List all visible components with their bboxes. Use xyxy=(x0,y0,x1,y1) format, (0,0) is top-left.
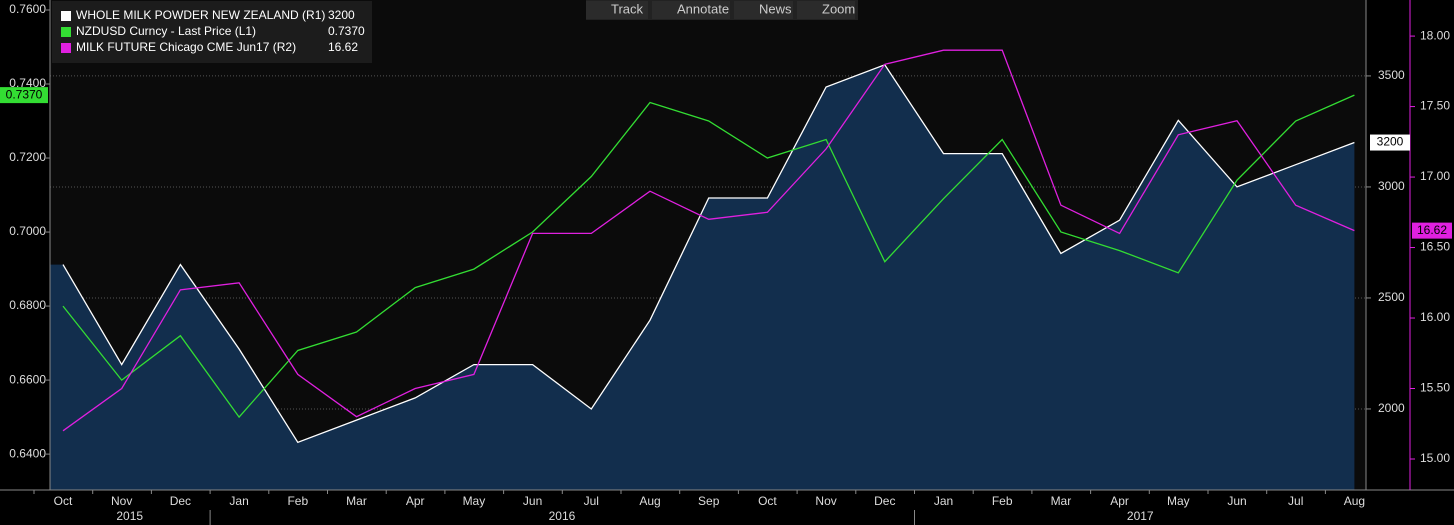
y-tick-label: 0.7400 xyxy=(9,76,46,90)
series-line xyxy=(62,94,1355,419)
toolbar-label[interactable]: Annotate xyxy=(677,1,729,16)
last-value-label: 3200 xyxy=(1377,135,1404,149)
y3-tick-label: 18.00 xyxy=(1420,28,1450,42)
y-tick-label: 0.6800 xyxy=(9,298,46,312)
y3-tick-label: 15.00 xyxy=(1420,451,1450,465)
toolbar-label[interactable]: Track xyxy=(611,1,644,16)
x-tick-label: Apr xyxy=(406,494,425,508)
legend-label: MILK FUTURE Chicago CME Jun17 (R2) xyxy=(76,40,296,54)
x-tick-label: Jan xyxy=(229,494,248,508)
x-tick-label: Oct xyxy=(758,494,777,508)
y2-tick-label: 2000 xyxy=(1378,401,1405,415)
x-tick-label: Dec xyxy=(170,494,191,508)
toolbar: Track Annotate News Zoom xyxy=(586,0,858,20)
series-area xyxy=(50,64,1355,491)
x-tick-label: Aug xyxy=(639,494,660,508)
legend: WHOLE MILK POWDER NEW ZEALAND (R1) 3200 NZ… xyxy=(52,1,372,63)
x-tick-label: May xyxy=(463,494,486,508)
y3-tick-label: 17.00 xyxy=(1420,169,1450,183)
last-value-tag xyxy=(0,87,48,104)
last-value-label: 0.7370 xyxy=(6,87,43,101)
y3-tick-label: 15.50 xyxy=(1420,381,1450,395)
x-tick-label: Dec xyxy=(874,494,895,508)
x-tick-label: Jul xyxy=(584,494,599,508)
x-tick-label: Mar xyxy=(1051,494,1072,508)
y2-tick-label: 2500 xyxy=(1378,290,1405,304)
x-tick-label: Aug xyxy=(1344,494,1365,508)
y-tick-label: 0.7200 xyxy=(9,150,46,164)
year-label: 2017 xyxy=(1127,509,1154,523)
y3-tick-label: 17.50 xyxy=(1420,99,1450,113)
x-tick-label: May xyxy=(1167,494,1190,508)
x-tick-label: Jul xyxy=(1288,494,1303,508)
x-tick-label: Jun xyxy=(1227,494,1246,508)
toolbar-button[interactable] xyxy=(734,1,793,19)
legend-swatch xyxy=(61,11,71,21)
y2-tick-label: 3500 xyxy=(1378,68,1405,82)
toolbar-label[interactable]: Zoom xyxy=(822,1,855,16)
legend-label: WHOLE MILK POWDER NEW ZEALAND (R1) xyxy=(76,8,325,22)
series-line xyxy=(62,64,1355,444)
toolbar-button[interactable] xyxy=(586,1,648,19)
x-tick-label: Jun xyxy=(523,494,542,508)
legend-swatch xyxy=(61,27,71,37)
year-label: 2016 xyxy=(549,509,576,523)
x-tick-label: Oct xyxy=(54,494,73,508)
last-value-label: 16.62 xyxy=(1417,223,1447,237)
marks xyxy=(50,49,1355,491)
x-tick-label: Sep xyxy=(698,494,720,508)
legend-label: NZDUSD Curncy - Last Price (L1) xyxy=(76,24,256,38)
x-tick-label: Jan xyxy=(934,494,953,508)
y3-tick-label: 16.00 xyxy=(1420,310,1450,324)
y-tick-label: 0.6600 xyxy=(9,372,46,386)
x-tick-label: Apr xyxy=(1110,494,1129,508)
last-value-tag xyxy=(1370,134,1410,151)
y-tick-label: 0.7600 xyxy=(9,2,46,16)
year-label: 2015 xyxy=(116,509,143,523)
last-value-tag xyxy=(1412,222,1452,239)
legend-value: 0.7370 xyxy=(328,24,365,38)
y-tick-label: 0.6400 xyxy=(9,446,46,460)
toolbar-button[interactable] xyxy=(797,1,855,19)
x-tick-label: Feb xyxy=(992,494,1013,508)
x-tick-label: Nov xyxy=(815,494,836,508)
y3-tick-label: 16.50 xyxy=(1420,240,1450,254)
legend-swatch xyxy=(61,43,71,53)
legend-value: 16.62 xyxy=(328,40,358,54)
toolbar-label[interactable]: News xyxy=(759,1,792,16)
legend-box xyxy=(52,1,372,63)
x-tick-label: Nov xyxy=(111,494,132,508)
legend-value: 3200 xyxy=(328,8,355,22)
y2-tick-label: 3000 xyxy=(1378,179,1405,193)
series-line xyxy=(62,49,1355,432)
toolbar-button[interactable] xyxy=(652,1,730,19)
y-tick-label: 0.7000 xyxy=(9,224,46,238)
x-tick-label: Feb xyxy=(287,494,308,508)
x-tick-label: Mar xyxy=(346,494,367,508)
